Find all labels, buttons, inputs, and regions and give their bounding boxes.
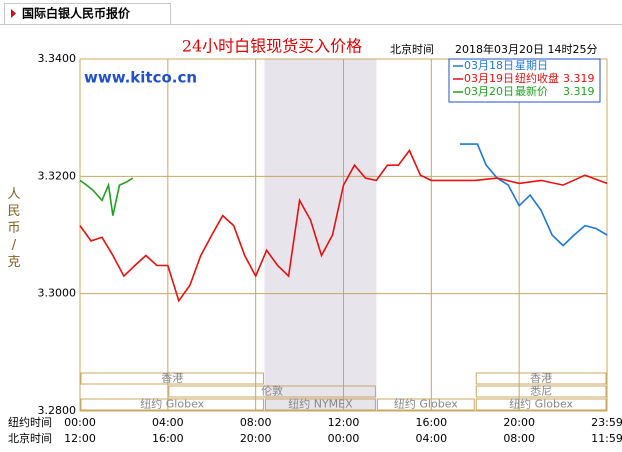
session-bar (475, 372, 607, 385)
x-tick-label: 04:00 (152, 416, 184, 429)
session-label: 悉尼 (530, 385, 552, 398)
x-tick-label: 12:00 (328, 416, 360, 429)
y-tick-label: 3.3000 (38, 287, 77, 300)
tab-icon (11, 9, 16, 18)
timestamp: 2018年03月20日 14时25分 (455, 42, 597, 56)
timestamp-label: 北京时间 (390, 42, 434, 56)
tab (4, 3, 171, 25)
x2-tick-label: 04:00 (415, 432, 447, 445)
session-bar (80, 398, 264, 411)
y-tick-label: 3.3200 (38, 169, 77, 182)
x-tick-label: 23:59 (591, 416, 622, 429)
legend-name: 03月20日 (464, 85, 514, 98)
y-tick-label: 3.3400 (38, 52, 77, 65)
legend-name: 03月19日 (464, 72, 514, 85)
x2-row-label: 北京时间 (8, 431, 52, 445)
session-bar (264, 398, 376, 411)
x-tick-label: 08:00 (240, 416, 272, 429)
y-tick-label: 3.2800 (38, 404, 77, 417)
x2-tick-label: 16:00 (152, 432, 184, 445)
x-row-label: 纽约时间 (8, 415, 52, 429)
x2-tick-label: 12:00 (64, 432, 96, 445)
session-label: 香港 (530, 372, 552, 385)
chart-title: 24小时白银现货买入价格 (182, 37, 362, 56)
y-label: 人民币/克 (7, 187, 20, 270)
session-label: 香港 (161, 372, 183, 385)
legend-note: 星期日 (515, 59, 548, 72)
session-label: 纽约 Globex (394, 397, 458, 411)
x-tick-label: 20:00 (503, 416, 535, 429)
highlight (264, 59, 377, 411)
x2-tick-label: 20:00 (240, 432, 272, 445)
legend-box (448, 58, 601, 103)
legend-note: 纽约收盘 (515, 71, 559, 85)
legend-price: 3.319 (563, 85, 595, 98)
session-label: 伦敦 (261, 384, 283, 398)
session-bar (168, 385, 376, 398)
x2-tick-label: 08:00 (503, 432, 535, 445)
x-tick-label: 16:00 (415, 416, 447, 429)
series-line (79, 177, 134, 216)
tab-title: 国际白银人民币报价 (22, 6, 131, 21)
legend-price: 3.319 (563, 72, 595, 85)
session-label: 纽约 NYMEX (288, 397, 353, 411)
x2-tick-label: 11:59 (591, 432, 622, 445)
x2-tick-label: 00:00 (328, 432, 360, 445)
session-label: 纽约 Globex (140, 397, 204, 411)
legend-note: 最新价 (515, 84, 548, 98)
series-line (459, 143, 608, 247)
session-bar (475, 398, 607, 411)
x-tick-label: 00:00 (64, 416, 96, 429)
session-label: 纽约 Globex (509, 397, 573, 411)
session-bar (475, 385, 607, 398)
session-bar (80, 372, 264, 385)
watermark: www.kitco.cn (84, 69, 197, 87)
series-line (79, 148, 608, 303)
session-bar (376, 398, 475, 411)
legend-name: 03月18日 (464, 59, 514, 72)
